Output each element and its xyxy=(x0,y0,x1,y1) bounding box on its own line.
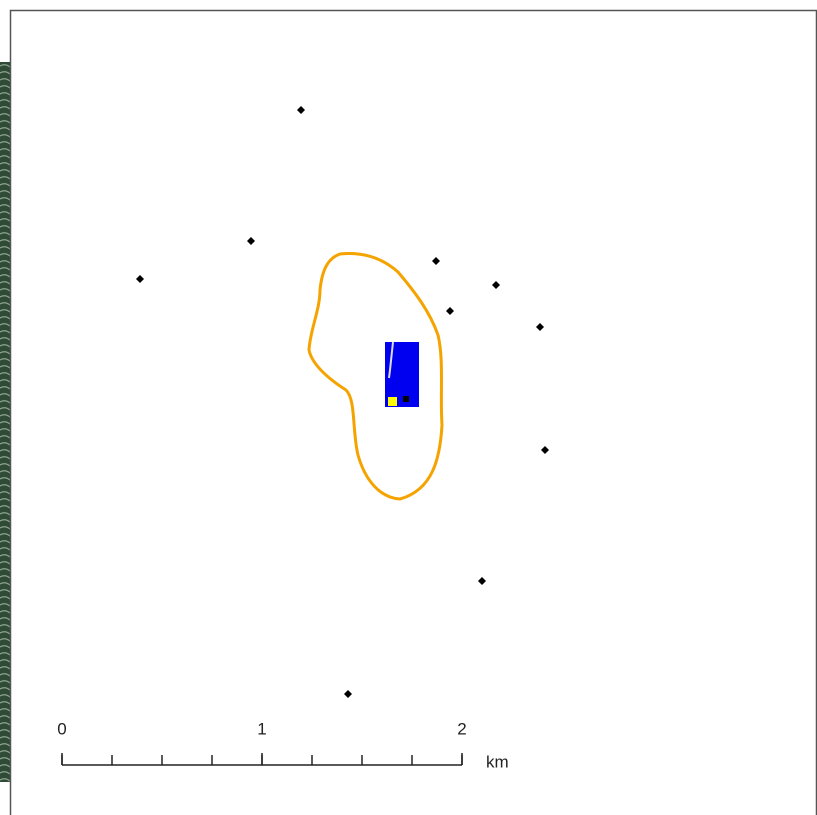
point xyxy=(297,106,305,114)
site-line xyxy=(388,341,394,379)
point xyxy=(136,275,144,283)
scale-bar: km 0 1 2 xyxy=(57,719,508,771)
scale-label: 0 xyxy=(57,719,66,738)
point xyxy=(247,237,255,245)
site-marker xyxy=(388,397,397,406)
site-point xyxy=(403,396,409,402)
point xyxy=(344,690,352,698)
site-area xyxy=(385,342,419,407)
point xyxy=(432,257,440,265)
scale-unit: km xyxy=(486,752,509,771)
buffer-outline xyxy=(307,252,444,501)
point xyxy=(541,446,549,454)
point xyxy=(446,307,454,315)
map-panel xyxy=(9,9,817,815)
point xyxy=(492,281,500,289)
points xyxy=(136,106,549,698)
scale-label: 1 xyxy=(257,719,266,738)
point xyxy=(478,577,486,585)
point xyxy=(536,323,544,331)
satellite-strip xyxy=(0,62,11,782)
scale-label: 2 xyxy=(457,719,466,738)
